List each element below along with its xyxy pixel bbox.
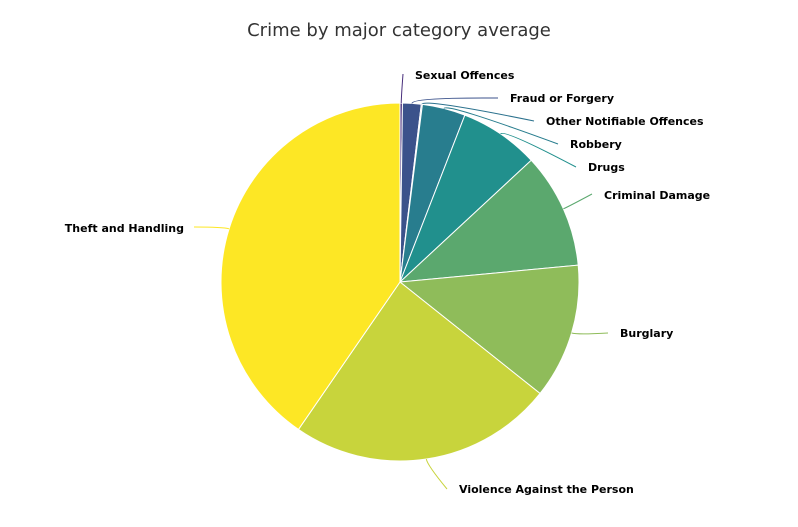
label-violence-against-the-person: Violence Against the Person [459, 483, 634, 496]
connector-burglary [571, 332, 609, 335]
connector-sexual-offences [400, 73, 404, 104]
connector-robbery [443, 107, 559, 145]
label-drugs: Drugs [588, 161, 625, 174]
label-other-notifiable-offences: Other Notifiable Offences [546, 115, 704, 128]
label-robbery: Robbery [570, 138, 622, 151]
connector-fraud-or-forgery [411, 97, 499, 104]
pie-slice-theft-and-handling [220, 102, 401, 431]
connector-theft-and-handling [193, 226, 230, 230]
connector-other-notifiable-offences [421, 102, 535, 122]
label-burglary: Burglary [620, 327, 673, 340]
connector-criminal-damage [563, 193, 593, 210]
connector-violence-against-the-person [425, 458, 448, 490]
label-criminal-damage: Criminal Damage [604, 189, 710, 202]
connector-drugs [500, 132, 577, 168]
chart-title: Crime by major category average [247, 20, 551, 41]
pie-slice-criminal-damage [398, 159, 579, 283]
label-theft-and-handling: Theft and Handling [65, 222, 184, 235]
label-fraud-or-forgery: Fraud or Forgery [510, 92, 614, 105]
label-sexual-offences: Sexual Offences [415, 69, 515, 82]
pie-slice-burglary [398, 264, 580, 395]
pie-slice-violence-against-the-person [297, 281, 541, 462]
